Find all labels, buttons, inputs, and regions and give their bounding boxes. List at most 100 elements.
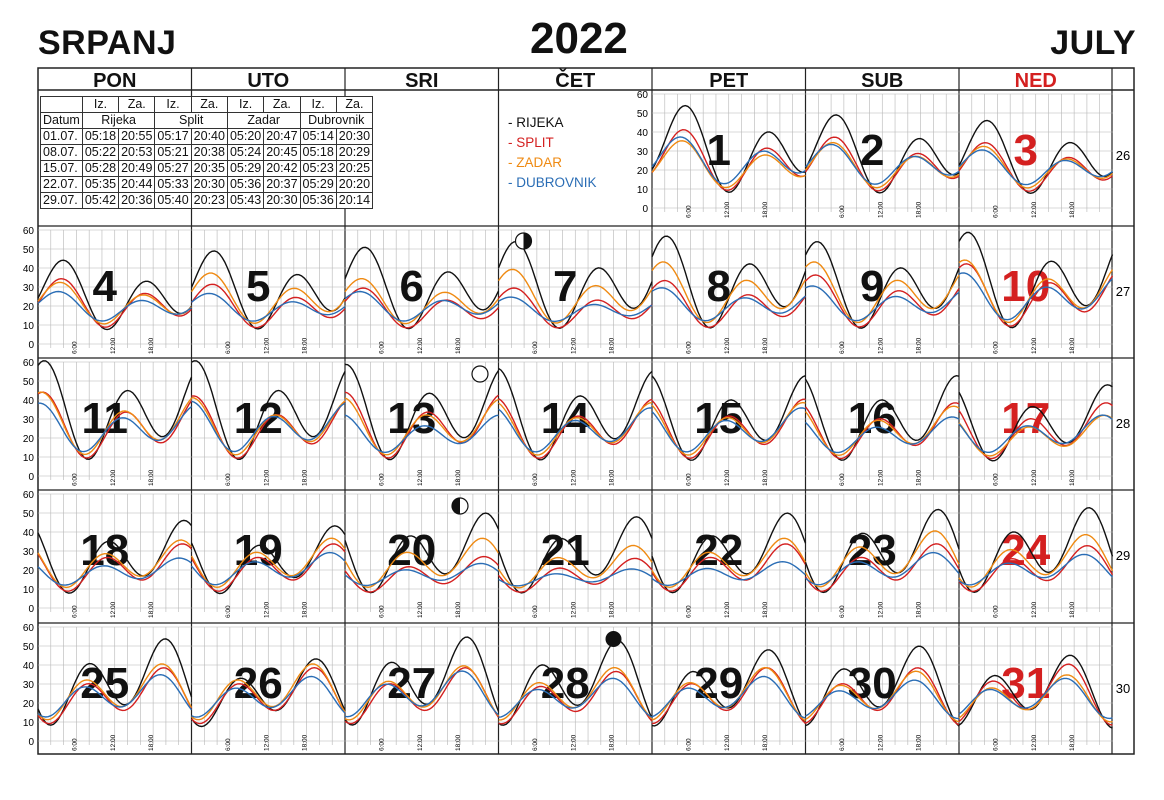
x-tick-label: 6:00	[532, 605, 539, 618]
quarter-moon-shade	[523, 233, 532, 249]
table-header-cell: Za.	[190, 96, 228, 113]
x-tick-label: 6:00	[71, 605, 78, 618]
sunrise-cell: 05:36	[299, 192, 337, 209]
x-tick-label: 6:00	[839, 205, 846, 218]
day-cell-29: 6:00 12:00 18:00 29	[651, 626, 807, 751]
x-tick-label: 12:00	[417, 601, 424, 618]
tide-line-split	[651, 543, 807, 592]
tide-line-dubrovnik	[958, 553, 1114, 586]
x-tick-label: 12:00	[877, 734, 884, 751]
city-header: Split	[154, 112, 228, 129]
sunrise-cell: 05:17	[154, 128, 192, 145]
day-cell-28: 6:00 12:00 18:00 28	[498, 626, 653, 751]
tide-line-split	[37, 543, 192, 592]
table-header-cell: Za.	[335, 96, 374, 113]
quarter-moon-shade	[452, 498, 460, 514]
sunset-cell: 20:45	[263, 144, 301, 161]
x-tick-label: 12:00	[417, 337, 424, 354]
tide-line-dubrovnik	[805, 551, 960, 586]
tide-line-rijeka	[497, 516, 653, 594]
sunset-cell: 20:40	[190, 128, 228, 145]
week-number: 27	[1116, 284, 1130, 299]
x-tick-label: 6:00	[378, 473, 385, 486]
weekday-header-3: ČET	[555, 68, 595, 92]
x-tick-label: 18:00	[916, 201, 923, 218]
sunset-cell: 20:20	[335, 176, 374, 193]
tide-line-zadar	[805, 261, 960, 324]
y-tick-label: 40	[23, 264, 35, 275]
x-tick-label: 6:00	[685, 341, 692, 354]
x-tick-label: 18:00	[609, 337, 616, 354]
day-cell-16: 6:00 12:00 18:00 16	[804, 361, 960, 486]
x-tick-label: 18:00	[455, 469, 462, 486]
sunset-cell: 20:35	[190, 160, 228, 177]
x-tick-label: 6:00	[685, 473, 692, 486]
week-number: 29	[1116, 548, 1130, 563]
x-tick-label: 18:00	[1069, 337, 1076, 354]
x-tick-label: 6:00	[225, 605, 232, 618]
sunset-cell: 20:30	[263, 192, 301, 209]
tide-line-split	[37, 667, 193, 725]
tide-line-dubrovnik	[804, 143, 960, 185]
tide-line-rijeka	[958, 231, 1114, 329]
tide-line-dubrovnik	[651, 136, 806, 185]
y-tick-label: 60	[23, 226, 35, 237]
sunrise-cell: 05:23	[299, 160, 337, 177]
x-tick-label: 6:00	[225, 341, 232, 354]
tide-line-split	[344, 287, 500, 329]
sunrise-cell: 05:20	[226, 128, 265, 145]
day-number: 16	[848, 394, 897, 443]
table-row: 08.07. 05:22 20:53 05:21 20:38 05:24 20:45 05:1…	[40, 144, 374, 161]
y-tick-label: 0	[28, 340, 34, 351]
tide-line-dubrovnik	[344, 290, 499, 322]
day-cell-1: 6:00 12:00 18:00 1	[651, 93, 806, 218]
tide-line-rijeka	[498, 640, 653, 726]
sunrise-cell: 05:18	[81, 128, 120, 145]
x-tick-label: 12:00	[570, 337, 577, 354]
tide-line-rijeka	[958, 654, 1113, 729]
y-tick-label: 0	[28, 604, 34, 615]
y-tick-label: 20	[23, 699, 35, 710]
tide-line-zadar	[344, 397, 499, 456]
x-tick-label: 6:00	[225, 473, 232, 486]
x-tick-label: 18:00	[455, 601, 462, 618]
table-header-cell: Za.	[118, 96, 156, 113]
city-header: Dubrovnik	[299, 112, 374, 129]
tide-line-dubrovnik	[190, 551, 346, 586]
sunrise-cell: 05:29	[299, 176, 337, 193]
tide-line-dubrovnik	[805, 285, 960, 322]
y-tick-label: 10	[23, 453, 35, 464]
y-tick-label: 20	[23, 302, 35, 313]
tide-line-rijeka	[958, 119, 1113, 195]
y-tick-label: 10	[23, 585, 35, 596]
y-tick-label: 60	[23, 623, 35, 634]
date-cell: 01.07.	[40, 128, 83, 145]
x-tick-label: 6:00	[378, 341, 385, 354]
x-tick-label: 12:00	[724, 601, 731, 618]
x-tick-label: 12:00	[877, 469, 884, 486]
tide-line-dubrovnik	[958, 414, 1113, 453]
x-tick-label: 18:00	[762, 337, 769, 354]
city-header: Zadar	[226, 112, 301, 129]
tide-line-split	[191, 666, 346, 725]
sunset-cell: 20:49	[118, 160, 156, 177]
sunrise-cell: 05:42	[81, 192, 120, 209]
x-tick-label: 6:00	[992, 341, 999, 354]
y-tick-label: 30	[23, 283, 35, 294]
day-cell-17: 6:00 12:00 18:00 17	[958, 361, 1113, 486]
day-number: 1	[707, 126, 731, 175]
y-tick-label: 20	[23, 566, 35, 577]
legend-item: - RIJEKA	[508, 115, 564, 130]
day-cell-12: 6:00 12:00 18:00 12	[191, 360, 346, 486]
tide-line-dubrovnik	[651, 287, 806, 322]
x-tick-label: 18:00	[148, 734, 155, 751]
y-tick-label: 50	[637, 109, 649, 120]
sunset-cell: 20:30	[335, 128, 374, 145]
day-number: 22	[694, 526, 743, 575]
